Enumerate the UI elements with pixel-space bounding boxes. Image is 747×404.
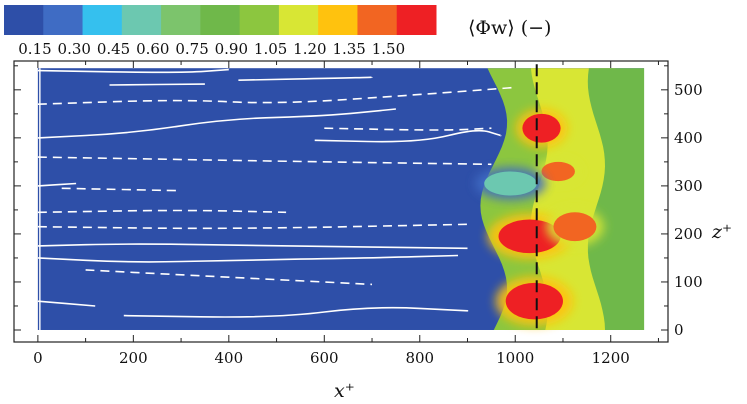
y-axis-label: z⁺ [711, 221, 732, 243]
colorbar-swatch [239, 5, 280, 35]
contour-solid-line [314, 129, 502, 143]
x-axis-ticks: 0 200 400 600 800 1000 1200 [33, 61, 659, 367]
contour-dashed-line [324, 127, 492, 131]
y-tick-label: 300 [674, 177, 703, 195]
colorbar-tick-label: 0.30 [58, 40, 91, 58]
contour-lines [37, 68, 516, 330]
colorbar-tick-label: 0.60 [136, 40, 169, 58]
y-tick-label: 500 [674, 81, 703, 99]
colorbar-tick-label: 1.35 [332, 40, 365, 58]
hot-spot [505, 282, 563, 320]
hot-spot [498, 219, 561, 254]
contour-dashed-line [37, 209, 287, 214]
contour-dashed-line [37, 223, 469, 230]
colorbar-swatch [82, 5, 123, 35]
y-tick-label: 400 [674, 129, 703, 147]
colorbar-swatch [121, 5, 162, 35]
x-tick-label: 1000 [496, 349, 534, 367]
plot-frame [13, 60, 669, 343]
hot-spot [541, 161, 575, 182]
contour-solid-line [123, 306, 469, 318]
colorbar-swatch [278, 5, 319, 35]
x-axis-label: x⁺ [334, 380, 355, 402]
contour-solid-line [37, 254, 459, 263]
colorbar-tick-label: 0.45 [97, 40, 130, 58]
y-tick-label: 0 [674, 321, 684, 339]
x-tick-label: 200 [119, 349, 148, 367]
colorbar-tick-label: 0.15 [18, 40, 51, 58]
plot-area: 0 200 400 600 800 1000 1200 0 100 200 300 400 500 [13, 60, 703, 367]
contour-solid-line [37, 243, 468, 250]
y-axis-ticks: 0 100 200 300 400 500 [14, 65, 703, 339]
x-tick-label: 1200 [592, 349, 630, 367]
contour-dashed-line [61, 187, 182, 192]
x-tick-label: 600 [310, 349, 339, 367]
colorbar-tick-label: 1.20 [293, 40, 326, 58]
scalar-field [37, 61, 668, 342]
contour-solid-line [37, 68, 229, 74]
contour-solid-line [37, 108, 396, 139]
colorbar-tick-label: 0.75 [175, 40, 208, 58]
colorbar-swatch [161, 5, 201, 35]
y-tick-label: 100 [674, 273, 703, 291]
colorbar-swatch [318, 5, 358, 35]
colorbar-tick-labels: 0.15 0.30 0.45 0.60 0.75 0.90 1.05 1.20 1.35 1.50 [18, 40, 405, 58]
field-edge [644, 61, 668, 342]
hot-spot [484, 171, 537, 196]
hot-spot [522, 113, 561, 143]
contour-solid-line [238, 76, 373, 81]
colorbar-tick-label: 1.05 [254, 40, 287, 58]
colorbar-swatch [4, 5, 44, 35]
colorbar [4, 5, 437, 35]
contour-dashed-line [37, 156, 492, 166]
colorbar-swatch [357, 5, 398, 35]
hot-spot [553, 212, 597, 242]
contour-solid-line [109, 83, 206, 86]
colorbar-swatch [200, 5, 241, 35]
colorbar-tick-label: 1.50 [372, 40, 405, 58]
x-tick-label: 800 [405, 349, 434, 367]
colorbar-tick-label: 0.90 [215, 40, 248, 58]
x-tick-label: 0 [33, 349, 43, 367]
colorbar-label: ⟨Φw⟩ (−) [468, 17, 551, 39]
y-tick-label: 200 [674, 225, 703, 243]
colorbar-swatch [396, 5, 437, 35]
colorbar-swatch [43, 5, 84, 35]
x-tick-label: 400 [214, 349, 243, 367]
contour-dashed-line [85, 269, 373, 286]
